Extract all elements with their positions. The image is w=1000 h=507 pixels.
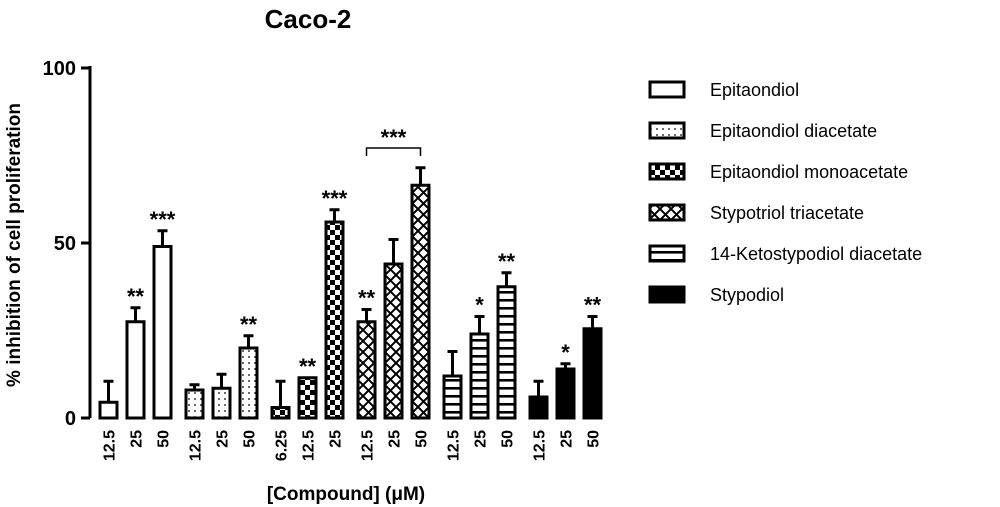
x-tick-label-1-2: 50 — [242, 430, 259, 448]
bar-3-1 — [383, 262, 404, 420]
x-tick-label-2-1: 12.5 — [301, 430, 318, 461]
significance-2-2: *** — [322, 186, 348, 211]
bar-5-2 — [582, 327, 603, 420]
significance-4-1: * — [475, 293, 484, 318]
bar-3-0 — [356, 320, 377, 420]
x-tick-label-0-0: 12.5 — [102, 430, 119, 461]
legend-label-5: Stypodiol — [710, 285, 784, 305]
significance-1-2: ** — [240, 312, 258, 337]
x-tick-label-4-2: 50 — [500, 430, 517, 448]
legend: Epitaondiol Epitaondiol diacetate Epitaond… — [648, 80, 922, 305]
legend-label-0: Epitaondiol — [710, 80, 799, 100]
annotations: ************** ********* — [127, 125, 602, 379]
significance-0-2: *** — [150, 207, 176, 232]
x-tick-label-3-0: 12.5 — [360, 430, 377, 461]
bar-4-0 — [442, 374, 463, 420]
y-tick-label-2: 100 — [43, 58, 76, 80]
x-tick-label-3-2: 50 — [414, 430, 431, 448]
significance-5-2: ** — [584, 293, 602, 318]
x-tick-label-4-0: 12.5 — [446, 430, 463, 461]
significance-4-2: ** — [498, 249, 516, 274]
bar-1-1 — [211, 386, 232, 420]
x-tick-label-2-2: 25 — [328, 430, 345, 448]
bar-2-1 — [297, 376, 318, 420]
chart-title: Caco-2 — [265, 4, 352, 34]
significance-bracket-label: *** — [381, 125, 407, 150]
legend-swatch-1 — [648, 121, 686, 140]
x-tick-label-4-1: 25 — [473, 430, 490, 448]
x-ticks: 12.5 25 50 12.5 25 50 6.25 12.5 25 12.5 25 50 12.5 25… — [102, 430, 603, 461]
legend-swatch-2 — [648, 162, 686, 181]
x-tick-label-5-2: 50 — [586, 430, 603, 448]
bar-4-1 — [469, 332, 490, 420]
bar-2-0 — [270, 406, 291, 420]
x-tick-label-0-1: 25 — [129, 430, 146, 448]
bar-2-2 — [324, 220, 345, 420]
legend-swatch-4 — [648, 244, 686, 263]
x-tick-label-3-1: 25 — [387, 430, 404, 448]
x-tick-label-5-1: 25 — [559, 430, 576, 448]
bar-4-2 — [496, 285, 517, 420]
y-ticks: 0 50 100 — [43, 58, 90, 430]
y-tick-label-1: 50 — [54, 233, 76, 255]
y-axis-label: % inhibition of cell proliferation — [4, 103, 25, 387]
significance-2-1: ** — [299, 354, 317, 379]
legend-swatch-5 — [648, 285, 686, 304]
legend-label-2: Epitaondiol monoacetate — [710, 162, 908, 182]
legend-swatch-3 — [648, 203, 686, 222]
x-tick-label-1-1: 25 — [215, 430, 232, 448]
bar-0-2 — [152, 245, 173, 420]
bar-3-2 — [410, 183, 431, 420]
legend-label-4: 14-Ketostypodiol diacetate — [710, 244, 922, 264]
bars — [98, 166, 603, 420]
bar-0-1 — [125, 320, 146, 420]
x-tick-label-1-0: 12.5 — [188, 430, 205, 461]
legend-label-1: Epitaondiol diacetate — [710, 121, 877, 141]
significance-bracket — [365, 147, 422, 156]
x-axis-label: [Compound] (μM) — [267, 484, 425, 505]
significance-3-0: ** — [358, 286, 376, 311]
x-tick-label-0-2: 50 — [156, 430, 173, 448]
legend-swatch-0 — [648, 80, 686, 99]
significance-5-1: * — [561, 340, 570, 365]
x-tick-label-2-0: 6.25 — [274, 430, 291, 461]
bar-0-0 — [98, 400, 119, 420]
bar-5-1 — [555, 367, 576, 420]
x-tick-label-5-0: 12.5 — [532, 430, 549, 461]
legend-label-3: Stypotriol triacetate — [710, 203, 864, 223]
bar-5-0 — [528, 395, 549, 420]
y-tick-label-0: 0 — [65, 408, 76, 430]
bar-1-0 — [184, 388, 205, 420]
bar-1-2 — [238, 346, 259, 420]
significance-0-1: ** — [127, 284, 145, 309]
